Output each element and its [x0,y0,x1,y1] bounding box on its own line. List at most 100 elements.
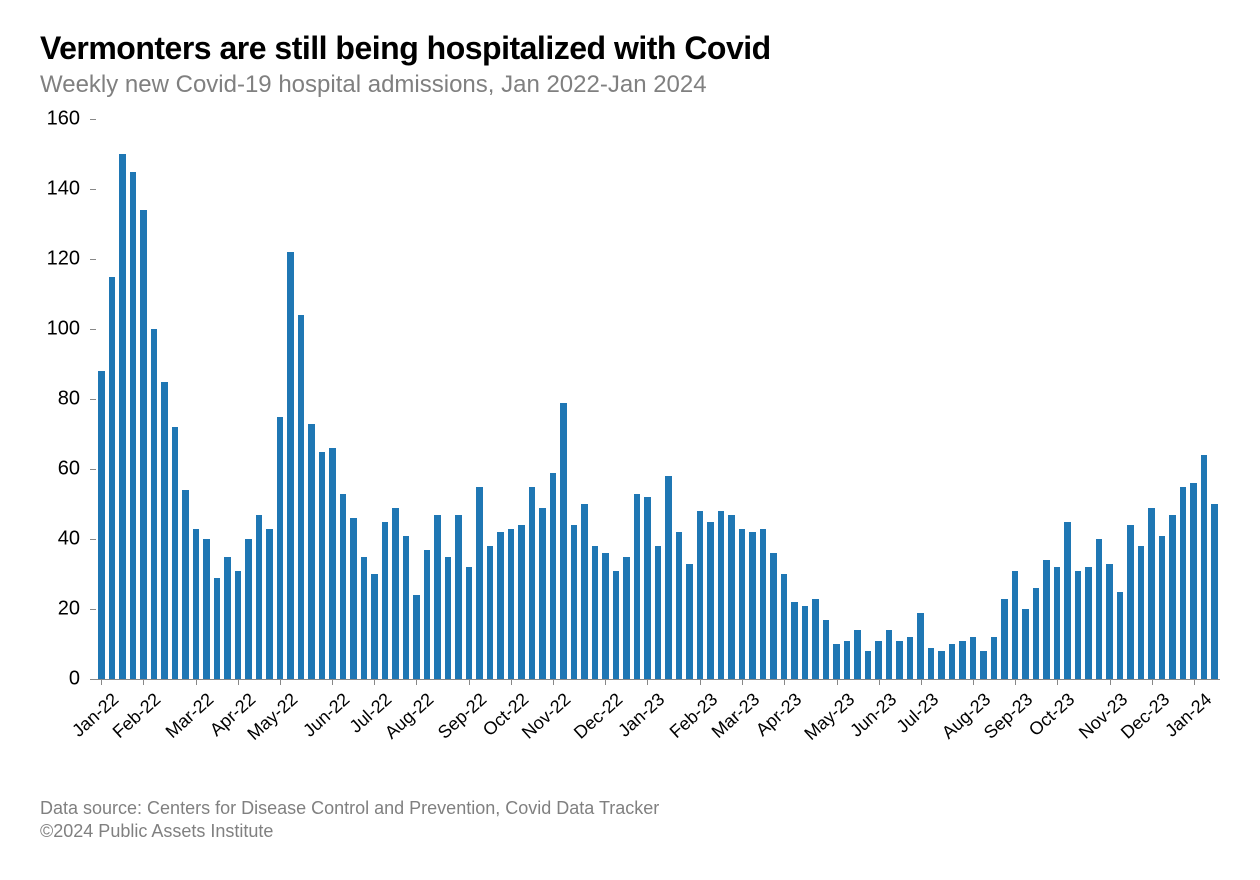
bar [686,564,693,680]
bar [1190,483,1197,679]
bar [266,529,273,680]
bar [214,578,221,680]
bar [833,644,840,679]
bar [382,522,389,680]
bar [602,553,609,679]
bar-slot [653,119,664,679]
bar [340,494,347,680]
bar [875,641,882,680]
bar-slot [96,119,107,679]
x-tick-mark [879,679,880,685]
bar [424,550,431,680]
bar [172,427,179,679]
bar [445,557,452,680]
x-axis: Jan-22Feb-22Mar-22Apr-22May-22Jun-22Jul-… [96,679,1220,719]
bar-slot [296,119,307,679]
bar [361,557,368,680]
x-tick-label: Jan-24 [1161,689,1216,741]
bars-group [96,119,1220,679]
bar-slot [999,119,1010,679]
y-tick-label: 20 [58,598,80,621]
bar [550,473,557,680]
bar-slot [317,119,328,679]
copyright-line: ©2024 Public Assets Institute [40,821,659,842]
bar-slot [873,119,884,679]
bar [560,403,567,680]
bar-slot [1209,119,1220,679]
x-tick-label: Apr-23 [752,689,806,741]
bar-slot [548,119,559,679]
bar-slot [663,119,674,679]
y-tick-mark [90,399,96,400]
bar [1012,571,1019,680]
bar [938,651,945,679]
bar [613,571,620,680]
bar [697,511,704,679]
bar-slot [107,119,118,679]
x-tick-mark [280,679,281,685]
bar-slot [705,119,716,679]
bar [476,487,483,680]
bar [959,641,966,680]
bar [392,508,399,680]
bar [1096,539,1103,679]
x-tick-mark [416,679,417,685]
bar-slot [1031,119,1042,679]
bar [518,525,525,679]
bar-slot [1041,119,1052,679]
bar [119,154,126,679]
bar-slot [306,119,317,679]
bar [1022,609,1029,679]
bar [728,515,735,680]
bar [865,651,872,679]
bar [203,539,210,679]
bar-slot [989,119,1000,679]
bar [991,637,998,679]
bar-slot [390,119,401,679]
bar [823,620,830,680]
bar-slot [936,119,947,679]
bar-slot [695,119,706,679]
bar-slot [600,119,611,679]
bar-slot [779,119,790,679]
bar [140,210,147,679]
y-tick-label: 160 [47,108,80,131]
x-tick-mark [332,679,333,685]
bar [319,452,326,680]
bar-slot [968,119,979,679]
bar [592,546,599,679]
bar-slot [380,119,391,679]
bar [434,515,441,680]
bar-slot [1073,119,1084,679]
bar [970,637,977,679]
bar [1001,599,1008,680]
bar [812,599,819,680]
bar [1148,508,1155,680]
x-tick-label: Jul-23 [892,689,942,737]
bar [497,532,504,679]
x-tick-label: Jun-23 [846,689,901,741]
bar [907,637,914,679]
bar [298,315,305,679]
bar [1127,525,1134,679]
x-tick-mark [374,679,375,685]
bar-slot [537,119,548,679]
bar-slot [747,119,758,679]
bar-slot [359,119,370,679]
x-tick-label: Mar-22 [161,689,217,743]
bar-slot [831,119,842,679]
bar [1201,455,1208,679]
y-tick-label: 140 [47,178,80,201]
y-tick-mark [90,609,96,610]
x-tick-mark [196,679,197,685]
x-tick-mark [1057,679,1058,685]
bar [886,630,893,679]
bar-slot [1157,119,1168,679]
bar-slot [1083,119,1094,679]
bar-slot [821,119,832,679]
bar [98,371,105,679]
bar [1159,536,1166,680]
bar [1085,567,1092,679]
bar [1075,571,1082,680]
bar [1106,564,1113,680]
